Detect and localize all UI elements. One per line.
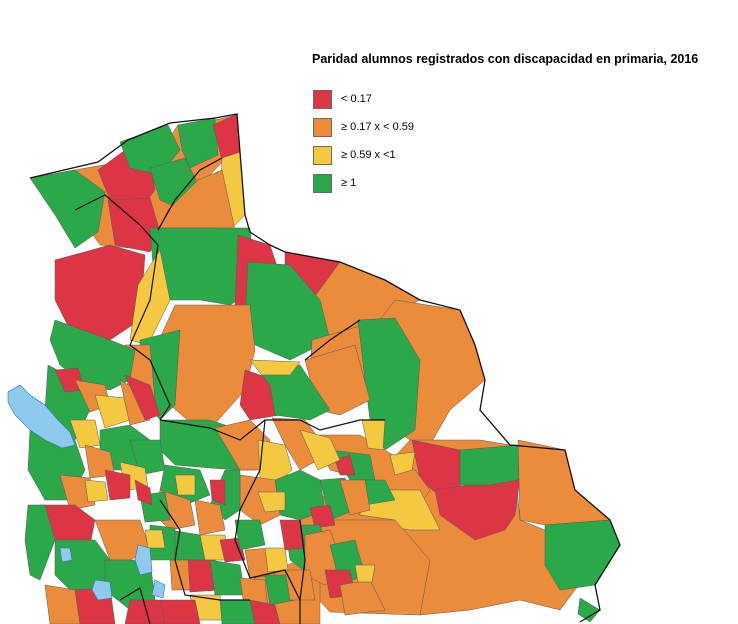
legend-item-059-1: ≥ 0.59 x <1 bbox=[312, 146, 732, 166]
municipality-region bbox=[29, 169, 106, 249]
municipality-region bbox=[69, 419, 101, 449]
department-boundary bbox=[74, 194, 159, 246]
municipality-region bbox=[124, 599, 166, 624]
municipality-regions bbox=[24, 113, 621, 624]
department-boundary bbox=[129, 244, 171, 421]
department-boundary bbox=[304, 319, 361, 361]
municipality-region bbox=[459, 444, 521, 486]
municipality-region bbox=[144, 529, 166, 549]
municipality-region bbox=[209, 479, 226, 506]
legend-swatch-orange bbox=[313, 118, 332, 137]
department-boundaries bbox=[29, 113, 621, 624]
legend-swatch-green bbox=[313, 174, 332, 193]
municipality-region bbox=[169, 559, 191, 591]
municipality-region bbox=[577, 597, 601, 623]
municipality-region bbox=[104, 469, 131, 501]
country-outline bbox=[29, 113, 621, 623]
municipality-region bbox=[194, 499, 226, 536]
municipality-region bbox=[44, 584, 81, 624]
legend-label: ≥ 0.59 x <1 bbox=[341, 149, 396, 161]
department-boundary bbox=[157, 157, 223, 231]
municipality-region bbox=[134, 479, 153, 506]
municipality-region bbox=[309, 504, 336, 529]
municipality-region bbox=[209, 559, 246, 596]
municipality-region bbox=[249, 359, 301, 376]
legend-label: < 0.17 bbox=[341, 93, 372, 105]
legend-label: ≥ 1 bbox=[341, 177, 357, 189]
lake-small bbox=[59, 547, 73, 563]
department-boundary bbox=[159, 419, 385, 441]
municipality-region bbox=[284, 569, 316, 601]
salt-flat bbox=[91, 579, 113, 601]
municipality-region bbox=[517, 439, 611, 526]
department-boundary bbox=[119, 587, 151, 624]
municipality-region bbox=[54, 244, 146, 341]
municipality-region bbox=[354, 564, 376, 583]
legend-swatch-yellow bbox=[313, 146, 332, 165]
legend-item-017-059: ≥ 0.17 x < 0.59 bbox=[312, 118, 732, 138]
municipality-region bbox=[159, 599, 201, 624]
legend-item-lt-017: < 0.17 bbox=[312, 90, 732, 110]
municipality-region bbox=[174, 474, 196, 496]
municipality-region bbox=[299, 429, 341, 471]
lake-poopo bbox=[134, 544, 153, 576]
legend-title: Paridad alumnos registrados con discapac… bbox=[312, 52, 699, 66]
lake-titicaca bbox=[7, 384, 76, 449]
map-legend: Paridad alumnos registrados con discapac… bbox=[312, 52, 732, 194]
municipality-region bbox=[339, 479, 371, 516]
municipality-region bbox=[544, 519, 621, 591]
municipality-region bbox=[124, 374, 161, 421]
municipality-region bbox=[279, 519, 306, 551]
municipality-region bbox=[84, 479, 109, 503]
municipality-region bbox=[219, 599, 256, 624]
municipality-region bbox=[24, 504, 56, 581]
legend-swatch-red bbox=[313, 90, 332, 109]
department-boundary bbox=[159, 499, 250, 601]
department-boundary bbox=[299, 519, 306, 624]
municipality-region bbox=[257, 491, 286, 513]
municipality-region bbox=[389, 451, 416, 476]
legend-label: ≥ 0.17 x < 0.59 bbox=[341, 121, 415, 133]
municipality-region bbox=[264, 547, 289, 573]
municipality-region bbox=[234, 519, 266, 551]
lakes bbox=[7, 384, 166, 601]
municipality-region bbox=[249, 599, 281, 624]
department-boundary bbox=[234, 419, 301, 601]
legend-item-gte-1: ≥ 1 bbox=[312, 174, 732, 194]
lake-small bbox=[151, 579, 166, 599]
